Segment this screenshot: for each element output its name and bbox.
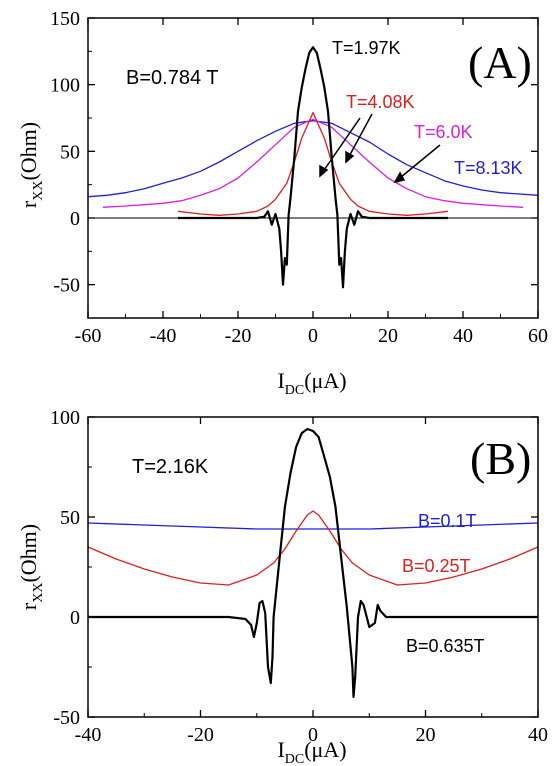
panel-a-field-annotation: B=0.784 T: [126, 67, 218, 89]
panel-a-x-axis-label: IDC(μA): [277, 368, 346, 398]
series-label-t408: T=4.08K: [346, 92, 415, 112]
y-tick-label: 0: [70, 607, 80, 629]
panel-a-y-axis-label: rXX(Ohm): [16, 122, 46, 208]
x-tick-label: 40: [453, 325, 473, 347]
y-tick-label: 50: [60, 141, 80, 163]
x-tick-label: 40: [528, 724, 548, 746]
x-tick-label: -40: [150, 325, 177, 347]
panel-b-axis-ticks: -40 -20 0 20 40 -50 0 50 100: [50, 407, 548, 746]
x-tick-label: 0: [308, 724, 318, 746]
x-tick-label: 0: [308, 325, 318, 347]
series-label-b0635: B=0.635T: [406, 636, 485, 656]
panel-a-label: (A): [468, 37, 532, 88]
y-tick-label: 100: [50, 75, 80, 97]
x-tick-label: 20: [416, 724, 436, 746]
arrow-t60-head: [393, 171, 406, 184]
series-line-t-4-08k: [177, 112, 449, 216]
y-tick-label: -50: [53, 275, 80, 297]
series-line-t-8-13k: [87, 120, 539, 198]
series-label-t60: T=6.0K: [414, 122, 473, 142]
series-label-t813: T=8.13K: [454, 158, 523, 178]
panel-a-axis-ticks: -60 -40 -20 0 20 40 60 -50 0 50 100 150: [50, 8, 548, 347]
series-line-t-6-0k: [102, 118, 524, 208]
series-label-b025: B=0.25T: [402, 556, 471, 576]
panel-b-label: (B): [470, 433, 531, 484]
y-tick-label: 0: [70, 208, 80, 230]
panel-b-x-axis-label: IDC(μA): [277, 737, 346, 766]
panel-a-chart: -60 -40 -20 0 20 40 60 -50 0 50 100 150 (A) B=0.784…: [16, 8, 548, 398]
y-tick-label: 100: [50, 407, 80, 429]
panel-a-pointer-arrows: [319, 113, 441, 184]
x-tick-label: -40: [75, 724, 102, 746]
x-tick-label: -60: [75, 325, 102, 347]
series-line-t-1-97k: [178, 46, 448, 289]
panel-b-y-axis-label: rXX(Ohm): [16, 524, 46, 610]
arrow-t197: [319, 117, 361, 177]
series-line-b-0-635t: [88, 427, 538, 699]
series-line-b-0-1t: [87, 522, 539, 530]
panel-a-series: [87, 46, 539, 289]
series-label-b01: B=0.1T: [418, 511, 477, 531]
x-tick-label: 20: [378, 325, 398, 347]
y-tick-label: 50: [60, 507, 80, 529]
series-label-t197: T=1.97K: [332, 38, 401, 58]
panel-b-series: [87, 427, 539, 699]
series-line-b-0-25t: [87, 510, 539, 586]
arrow-t408-head: [345, 150, 355, 164]
panel-b-temperature-annotation: T=2.16K: [132, 456, 209, 478]
x-tick-label: 60: [528, 325, 548, 347]
y-tick-label: -50: [53, 707, 80, 729]
arrow-t197-head: [319, 164, 329, 178]
y-tick-label: 150: [50, 8, 80, 30]
x-tick-label: -20: [225, 325, 252, 347]
arrow-t60: [394, 144, 441, 183]
x-tick-label: -20: [187, 724, 214, 746]
